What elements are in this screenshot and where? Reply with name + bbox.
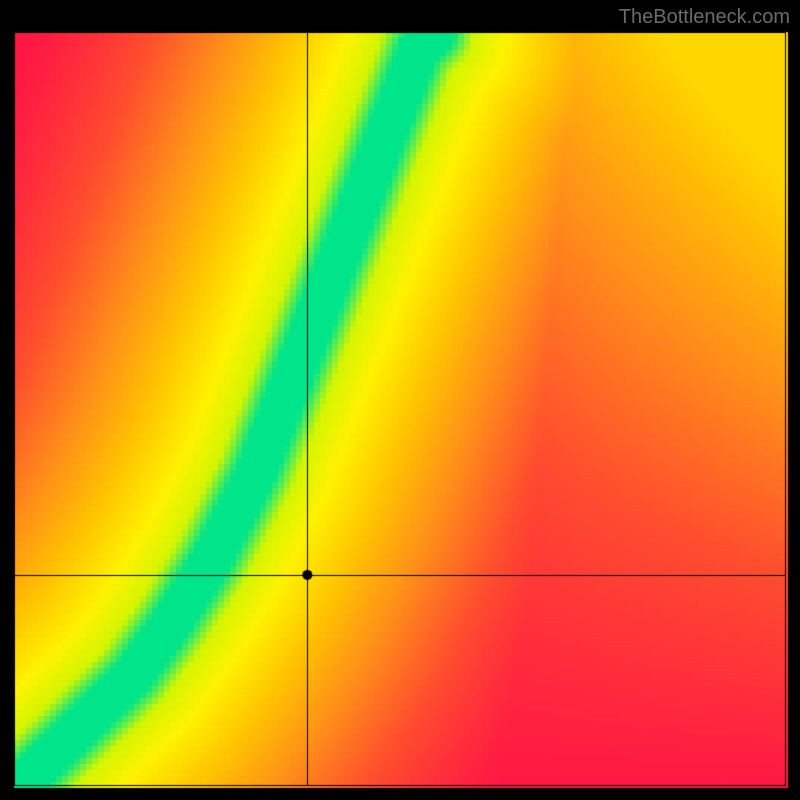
heatmap-canvas xyxy=(0,0,800,800)
chart-container: TheBottleneck.com xyxy=(0,0,800,800)
attribution-text: TheBottleneck.com xyxy=(619,6,790,29)
